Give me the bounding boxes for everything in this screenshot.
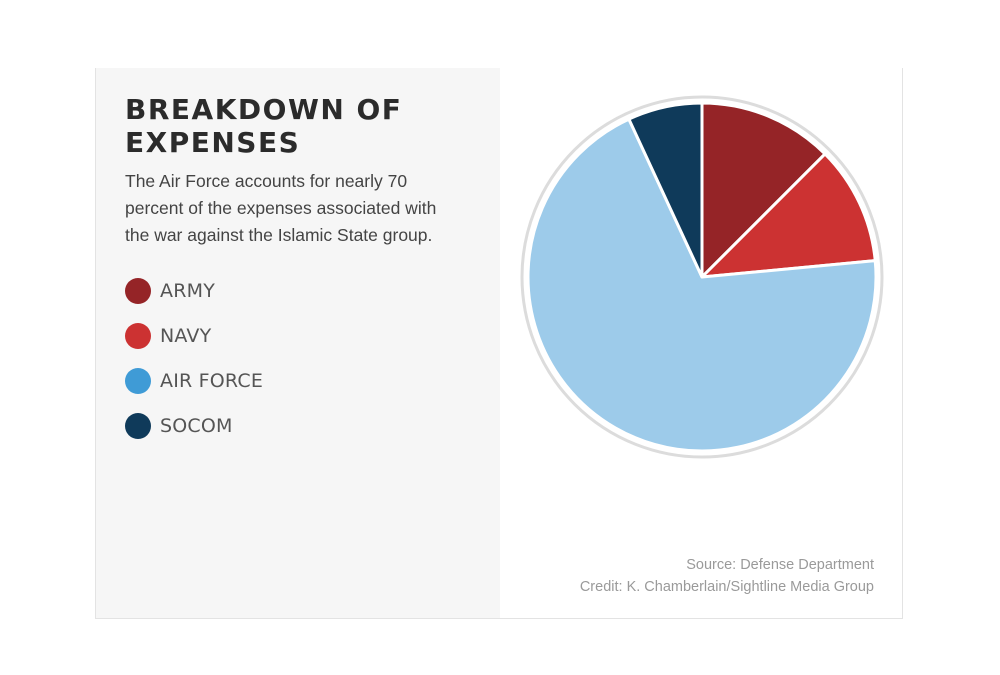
legend: ARMY NAVY AIR FORCE SOCOM <box>125 276 263 456</box>
info-panel: BREAKDOWN OF EXPENSES The Air Force acco… <box>96 68 500 618</box>
legend-item-socom: SOCOM <box>125 411 263 441</box>
legend-item-air-force: AIR FORCE <box>125 366 263 396</box>
pie-chart <box>520 95 884 459</box>
pie-slices <box>526 101 878 453</box>
legend-label-socom: SOCOM <box>160 415 233 437</box>
pie-slice-socom <box>627 101 704 279</box>
chart-area: Source: Defense Department Credit: K. Ch… <box>500 68 904 618</box>
legend-label-army: ARMY <box>160 280 215 302</box>
legend-label-navy: NAVY <box>160 325 212 347</box>
pie-slice-navy <box>700 152 877 279</box>
legend-swatch-navy <box>125 323 151 349</box>
source-credit: Source: Defense Department Credit: K. Ch… <box>580 554 874 598</box>
infographic-card: BREAKDOWN OF EXPENSES The Air Force acco… <box>95 68 903 619</box>
source-text: Source: Defense Department <box>686 557 874 573</box>
pie-slice-army <box>700 101 827 279</box>
legend-swatch-air-force <box>125 368 151 394</box>
chart-title: BREAKDOWN OF EXPENSES <box>125 93 403 159</box>
legend-item-navy: NAVY <box>125 321 263 351</box>
chart-subtitle: The Air Force accounts for nearly 70 per… <box>125 171 437 245</box>
credit-text: Credit: K. Chamberlain/Sightline Media G… <box>579 579 874 595</box>
legend-swatch-socom <box>125 413 151 439</box>
legend-item-army: ARMY <box>125 276 263 306</box>
legend-swatch-army <box>125 278 151 304</box>
legend-label-air-force: AIR FORCE <box>160 370 264 392</box>
pie-slice-air-force <box>526 117 878 453</box>
